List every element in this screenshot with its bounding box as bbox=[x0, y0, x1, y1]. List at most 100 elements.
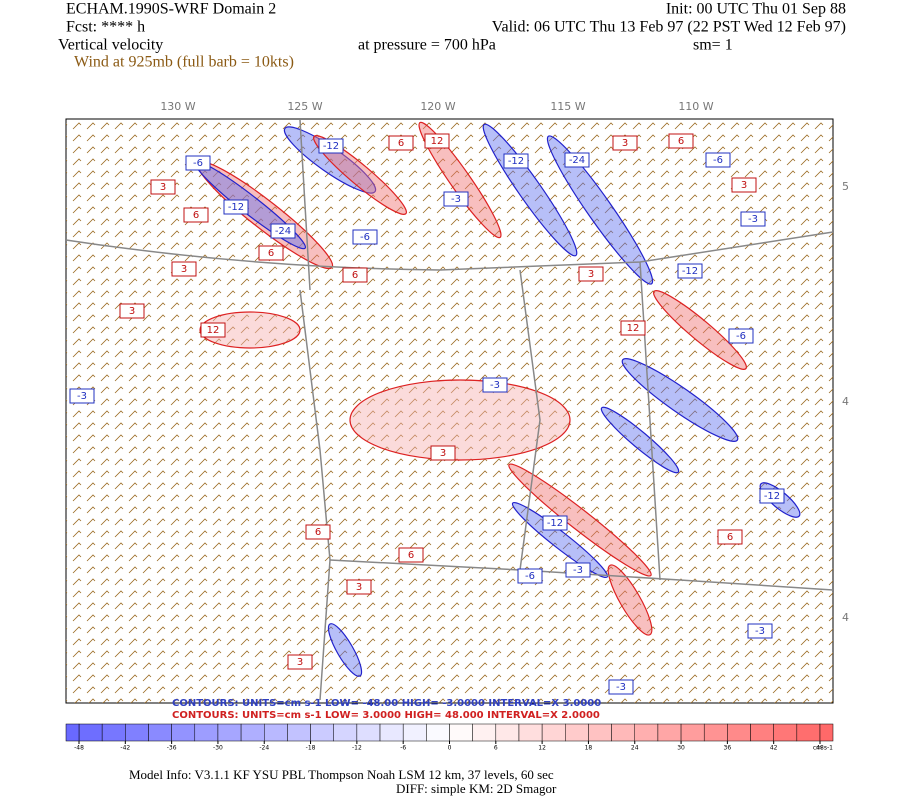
contour-label-box bbox=[352, 229, 378, 245]
contour-label-box bbox=[564, 152, 590, 168]
colorbar-label: -24 bbox=[259, 745, 269, 752]
diff-info: DIFF: simple KM: 2D Smagor bbox=[396, 781, 557, 796]
colorbar-cell bbox=[634, 723, 659, 742]
contour-label-box bbox=[612, 135, 638, 151]
contour-label: -12 bbox=[547, 518, 563, 529]
colorbar-end bbox=[65, 723, 80, 742]
contour-label-box bbox=[305, 524, 331, 540]
contour-label-box bbox=[608, 679, 634, 695]
longitude-label: 115 W bbox=[550, 100, 585, 113]
contour-label-box bbox=[424, 133, 450, 149]
colorbar-cell bbox=[796, 723, 821, 742]
colorbar-cell bbox=[194, 723, 219, 742]
colorbar-cell bbox=[773, 723, 798, 742]
contour-label: 3 bbox=[356, 582, 362, 593]
valid: Valid: 06 UTC Thu 13 Feb 97 (22 PST Wed … bbox=[492, 19, 846, 36]
contour-label: -24 bbox=[569, 155, 585, 166]
contour-label: 6 bbox=[398, 138, 404, 149]
contour-label: -3 bbox=[748, 214, 758, 225]
contour-label-box bbox=[171, 261, 197, 277]
wind-note: Wind at 925mb (full barb = 10kts) bbox=[74, 54, 294, 71]
colorbar-cell bbox=[402, 723, 427, 742]
contour-label: 6 bbox=[315, 527, 321, 538]
init: Init: 00 UTC Thu 01 Sep 88 bbox=[666, 1, 846, 18]
colorbar-cell bbox=[101, 723, 126, 742]
colorbar-cell bbox=[217, 723, 242, 742]
colorbar-cell bbox=[356, 723, 381, 742]
colorbar-label: -42 bbox=[120, 745, 130, 752]
colorbar-cell bbox=[495, 723, 520, 742]
contour-label: 6 bbox=[727, 532, 733, 543]
contour-label: -12 bbox=[228, 202, 244, 213]
forecast: Fcst: **** h bbox=[66, 19, 145, 36]
contour-label: -12 bbox=[764, 491, 780, 502]
colorbar-cell bbox=[171, 723, 196, 742]
contour-label: -6 bbox=[193, 158, 203, 169]
contour-label-box bbox=[200, 322, 226, 338]
contour-label: -6 bbox=[360, 232, 370, 243]
contour-label-box bbox=[443, 191, 469, 207]
contour-label: -12 bbox=[508, 156, 524, 167]
contour-label-box bbox=[620, 320, 646, 336]
contour-label: -3 bbox=[77, 391, 87, 402]
contour-label-box bbox=[740, 211, 766, 227]
latitude-label: 5 bbox=[842, 180, 849, 193]
colorbar: -48 -42 -36 -30 -24 -18 -12 -6 0 6 12 18 24 30 36 42 48c… bbox=[65, 723, 834, 752]
colorbar-cell bbox=[379, 723, 404, 742]
colorbar-cell bbox=[125, 723, 149, 742]
colorbar-unit: cm s-1 bbox=[813, 745, 833, 752]
contour-label-box bbox=[677, 263, 703, 279]
contours-negative: CONTOURS: UNITS=cm s-1 LOW= -48.00 HIGH=… bbox=[172, 698, 601, 709]
contour-label-box bbox=[287, 654, 313, 670]
contour-label: -12 bbox=[323, 141, 339, 152]
axis-labels: 130 W 125 W 120 W 115 W 110 W 5 4 4 bbox=[160, 100, 849, 624]
contour-label: -6 bbox=[713, 155, 723, 166]
contour-label-box bbox=[668, 133, 694, 149]
contour-label: 12 bbox=[627, 323, 640, 334]
contour-fields bbox=[193, 121, 801, 677]
contour-label-box bbox=[258, 245, 284, 261]
contour-label-box bbox=[728, 328, 754, 344]
colorbar-label: -6 bbox=[400, 745, 406, 752]
colorbar-cell bbox=[310, 723, 334, 742]
colorbar-end bbox=[819, 723, 834, 742]
colorbar-cell bbox=[518, 723, 543, 742]
smoothing: sm= 1 bbox=[693, 37, 733, 54]
contour-label-box bbox=[747, 623, 773, 639]
colorbar-cell bbox=[287, 723, 311, 742]
colorbar-cell bbox=[588, 723, 612, 742]
contour-label-box bbox=[578, 266, 604, 282]
colorbar-cell bbox=[449, 723, 473, 742]
colorbar-label: 0 bbox=[448, 745, 452, 752]
field: Vertical velocity bbox=[58, 37, 163, 54]
contour-label: 3 bbox=[129, 306, 135, 317]
contour-label: 6 bbox=[352, 270, 358, 281]
colorbar-cell bbox=[565, 723, 589, 742]
contour-label-box bbox=[430, 445, 456, 461]
contour-label: 3 bbox=[588, 269, 594, 280]
colorbar-cell bbox=[240, 723, 265, 742]
colorbar-label: -30 bbox=[213, 745, 223, 752]
colorbar-label: -48 bbox=[74, 745, 84, 752]
contour-label: -6 bbox=[525, 571, 535, 582]
contour-label-box bbox=[517, 568, 543, 584]
contour-label: -3 bbox=[616, 682, 626, 693]
contour-label-box bbox=[542, 515, 568, 531]
contour-label: 3 bbox=[181, 264, 187, 275]
contour-label-box bbox=[759, 488, 785, 504]
contour-label: -3 bbox=[573, 565, 583, 576]
contour-label: 6 bbox=[408, 550, 414, 561]
colorbar-cell bbox=[657, 723, 682, 742]
colorbar-label: 30 bbox=[677, 745, 685, 752]
contour-label-box bbox=[69, 388, 95, 404]
contour-label-box bbox=[183, 207, 209, 223]
contour-label: 12 bbox=[207, 325, 220, 336]
boundaries bbox=[65, 119, 834, 701]
colorbar-cell bbox=[680, 723, 705, 742]
contour-label-box bbox=[223, 199, 249, 215]
contour-labels: -3 -12 -24 3 6 12 -6 -12 -24 3 6 -3 6 -6 3 12 -12 3 -6 -12 6… bbox=[69, 133, 785, 695]
contour-label-box bbox=[150, 179, 176, 195]
colorbar-cell bbox=[333, 723, 358, 742]
colorbar-cell bbox=[472, 723, 497, 742]
